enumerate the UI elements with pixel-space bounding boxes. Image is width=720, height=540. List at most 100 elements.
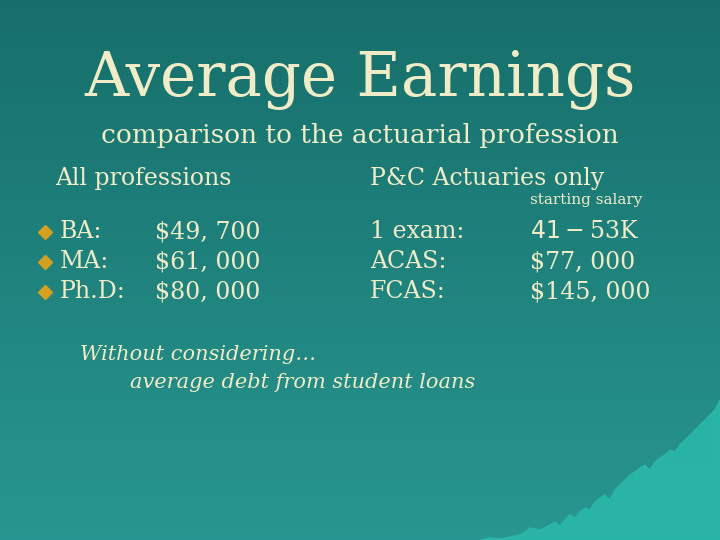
Bar xyxy=(0,65,720,68)
Polygon shape xyxy=(480,400,720,540)
Bar xyxy=(0,143,720,146)
Bar xyxy=(0,105,720,108)
Bar xyxy=(0,94,720,97)
Bar xyxy=(0,470,720,472)
Bar xyxy=(0,418,720,421)
Bar xyxy=(0,440,720,443)
Bar xyxy=(0,300,720,302)
Bar xyxy=(0,284,720,286)
Bar xyxy=(0,375,720,378)
Bar xyxy=(0,189,720,192)
Bar xyxy=(0,483,720,486)
Bar xyxy=(0,246,720,248)
Bar xyxy=(0,381,720,383)
Text: BA:: BA: xyxy=(60,220,102,244)
Bar xyxy=(0,122,720,124)
Bar xyxy=(0,324,720,327)
Bar xyxy=(0,127,720,130)
Bar xyxy=(0,151,720,154)
Bar xyxy=(0,467,720,470)
Bar xyxy=(0,256,720,259)
Bar xyxy=(0,49,720,51)
Bar xyxy=(0,508,720,510)
Bar xyxy=(0,22,720,24)
Bar xyxy=(0,202,720,205)
Bar xyxy=(0,89,720,92)
Bar xyxy=(0,5,720,8)
Bar xyxy=(0,373,720,375)
Bar xyxy=(0,138,720,140)
Bar xyxy=(0,100,720,103)
Bar xyxy=(0,321,720,324)
Bar xyxy=(0,370,720,373)
Bar xyxy=(0,113,720,116)
Bar xyxy=(0,346,720,348)
Bar xyxy=(0,356,720,359)
Bar xyxy=(0,24,720,27)
Bar xyxy=(0,286,720,289)
Bar xyxy=(0,84,720,86)
Bar xyxy=(0,518,720,521)
Text: $49, 700: $49, 700 xyxy=(155,220,261,244)
Bar xyxy=(0,491,720,494)
Bar xyxy=(0,478,720,481)
Bar xyxy=(0,427,720,429)
Bar xyxy=(0,367,720,370)
Bar xyxy=(0,416,720,418)
Bar xyxy=(0,502,720,505)
Bar xyxy=(0,205,720,208)
Bar xyxy=(0,200,720,202)
Bar xyxy=(0,437,720,440)
Text: Average Earnings: Average Earnings xyxy=(84,50,636,110)
Bar xyxy=(0,35,720,38)
Bar xyxy=(0,435,720,437)
Bar xyxy=(0,70,720,73)
Bar xyxy=(0,340,720,343)
Bar xyxy=(0,394,720,397)
Bar xyxy=(0,167,720,170)
Bar xyxy=(0,392,720,394)
Bar xyxy=(0,57,720,59)
Text: All professions: All professions xyxy=(55,166,232,190)
Bar xyxy=(0,197,720,200)
Bar xyxy=(0,302,720,305)
Bar xyxy=(0,443,720,445)
Bar xyxy=(0,408,720,410)
Bar xyxy=(0,529,720,532)
Bar xyxy=(0,0,720,3)
Bar xyxy=(0,14,720,16)
Bar xyxy=(0,124,720,127)
Bar xyxy=(0,213,720,216)
Bar xyxy=(0,254,720,256)
Text: Without considering…: Without considering… xyxy=(80,346,316,365)
Bar xyxy=(0,335,720,338)
Bar xyxy=(0,54,720,57)
Bar xyxy=(0,159,720,162)
Bar xyxy=(0,451,720,454)
Bar xyxy=(0,319,720,321)
Bar xyxy=(0,32,720,35)
Bar xyxy=(0,405,720,408)
Text: starting salary: starting salary xyxy=(530,193,642,207)
Bar xyxy=(0,348,720,351)
Bar xyxy=(0,243,720,246)
Bar xyxy=(0,456,720,459)
Bar xyxy=(0,59,720,62)
Bar xyxy=(0,402,720,405)
Bar xyxy=(0,3,720,5)
Bar xyxy=(0,278,720,281)
Bar xyxy=(0,132,720,135)
Bar xyxy=(0,43,720,46)
Bar xyxy=(0,448,720,451)
Bar xyxy=(0,208,720,211)
Bar xyxy=(0,432,720,435)
Text: comparison to the actuarial profession: comparison to the actuarial profession xyxy=(101,123,619,147)
Bar xyxy=(0,219,720,221)
Bar xyxy=(0,273,720,275)
Bar xyxy=(0,464,720,467)
Bar xyxy=(0,86,720,89)
Bar xyxy=(0,51,720,54)
Bar xyxy=(0,308,720,310)
Text: FCAS:: FCAS: xyxy=(370,280,446,303)
Bar xyxy=(0,130,720,132)
